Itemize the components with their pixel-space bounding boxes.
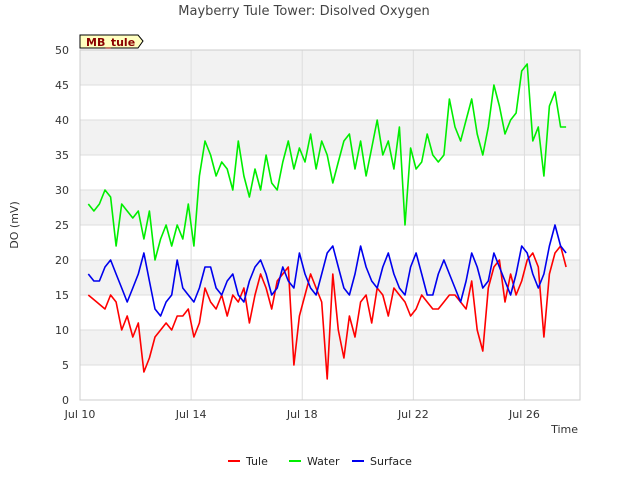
- y-tick-label: 15: [55, 289, 69, 302]
- y-tick-label: 30: [55, 184, 69, 197]
- y-axis: 0 5 10 15 20 25 30 35 40 45 50: [55, 44, 69, 407]
- legend-item-tule: Tule: [228, 455, 268, 468]
- legend-item-water: Water: [289, 455, 340, 468]
- legend-label: Surface: [370, 455, 412, 468]
- series-line-tule: [87, 245, 567, 380]
- y-tick-label: 35: [55, 149, 69, 162]
- y-tick-label: 10: [55, 324, 69, 337]
- series-line-surface: [87, 224, 567, 317]
- x-axis: Jul 10 Jul 14 Jul 18 Jul 22 Jul 26: [64, 408, 540, 421]
- y-tick-label: 5: [62, 359, 69, 372]
- y-tick-label: 25: [55, 219, 69, 232]
- station-tag-box: [79, 34, 144, 49]
- y-tick-label: 50: [55, 44, 69, 57]
- plot-frame: [79, 49, 581, 401]
- series-line-water: [87, 63, 567, 261]
- plot-band: [80, 190, 580, 225]
- plot-band: [80, 120, 580, 155]
- legend-item-surface: Surface: [352, 455, 412, 468]
- plot-band: [80, 50, 580, 85]
- series-lines: [87, 63, 567, 380]
- station-tag-label: MB_tule: [86, 36, 135, 49]
- plot-bands: [80, 50, 580, 365]
- x-tick-label: Jul 18: [286, 408, 318, 421]
- x-axis-label: Time: [550, 423, 578, 436]
- legend-label: Tule: [245, 455, 268, 468]
- x-tick-label: Jul 14: [175, 408, 207, 421]
- y-axis-label: DO (mV): [8, 201, 21, 248]
- y-tick-label: 20: [55, 254, 69, 267]
- legend-label: Water: [307, 455, 340, 468]
- y-tick-label: 0: [62, 394, 69, 407]
- station-tag: MB_tule: [79, 34, 144, 49]
- x-tick-label: Jul 10: [64, 408, 96, 421]
- y-tick-label: 45: [55, 79, 69, 92]
- x-tick-label: Jul 22: [397, 408, 429, 421]
- legend: Tule Water Surface: [228, 455, 412, 468]
- y-tick-label: 40: [55, 114, 69, 127]
- chart-title: Mayberry Tule Tower: Disolved Oxygen: [178, 4, 429, 19]
- plot-band: [80, 260, 580, 295]
- x-tick-label: Jul 26: [508, 408, 540, 421]
